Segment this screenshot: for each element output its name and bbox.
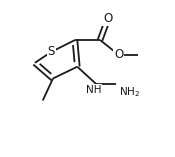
- Text: NH$_2$: NH$_2$: [119, 86, 140, 99]
- Text: S: S: [48, 45, 55, 58]
- Text: O: O: [103, 12, 113, 25]
- Text: O: O: [114, 49, 124, 61]
- Text: NH: NH: [86, 85, 101, 95]
